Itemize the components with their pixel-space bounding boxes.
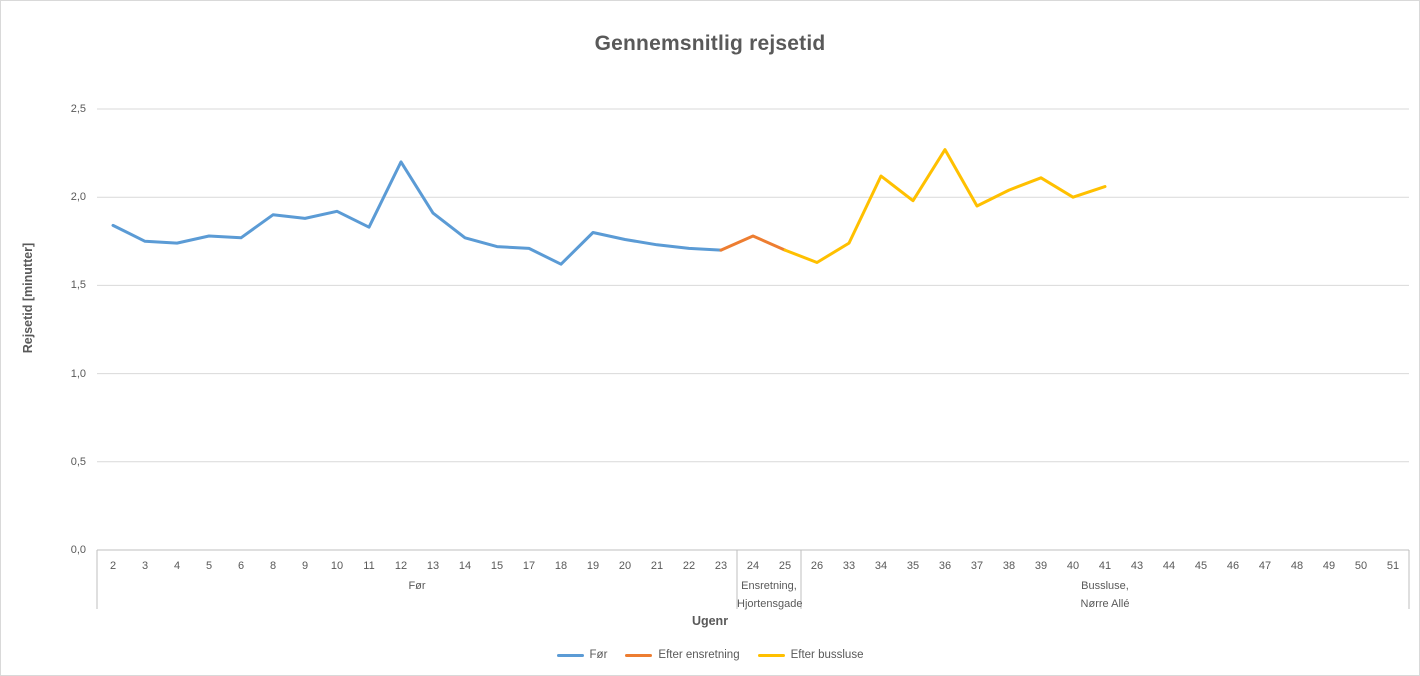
x-tick-label: 36 — [938, 560, 952, 572]
y-tick-label: 1,5 — [70, 279, 86, 292]
series-line-efter-ensretning — [719, 234, 787, 252]
x-tick-label: 25 — [778, 560, 792, 572]
x-tick-label: 22 — [682, 560, 696, 572]
x-tick-label: 26 — [810, 560, 824, 572]
x-tick-label: 5 — [205, 560, 213, 572]
y-tick-label: 2,0 — [70, 191, 86, 204]
y-tick-label: 0,0 — [70, 544, 86, 556]
x-tick-label: 49 — [1322, 560, 1336, 572]
x-axis-group-label-bussluse-n-rre-all: Bussluse, — [1081, 580, 1129, 592]
x-tick-label: 15 — [490, 560, 504, 572]
x-tick-label: 18 — [554, 560, 568, 572]
x-tick-label: 48 — [1290, 560, 1304, 572]
x-tick-label: 20 — [618, 560, 632, 572]
x-tick-label: 43 — [1130, 560, 1144, 572]
x-axis-group-label-ensretning-hjortensgade: Hjortensgade — [737, 598, 803, 610]
x-tick-label: 46 — [1226, 560, 1240, 572]
legend: Før Efter ensretning Efter bussluse — [1, 649, 1419, 661]
y-tick-label: 1,0 — [70, 367, 86, 380]
x-tick-label: 40 — [1066, 560, 1080, 572]
legend-item-efter-bussluse: Efter bussluse — [757, 649, 864, 661]
x-tick-label: 38 — [1002, 560, 1016, 572]
x-tick-label: 50 — [1354, 560, 1368, 572]
y-tick-label: 0,5 — [70, 455, 86, 468]
legend-label: Før — [589, 649, 608, 661]
x-tick-label: 4 — [173, 560, 181, 572]
x-tick-label: 47 — [1258, 560, 1272, 572]
x-tick-label: 9 — [301, 560, 309, 572]
x-tick-label: 10 — [330, 560, 344, 572]
x-axis-group-label-f-r: Før — [408, 580, 426, 592]
x-tick-label: 33 — [842, 560, 856, 572]
x-tick-label: 3 — [141, 560, 149, 572]
series-line-efter-bussluse — [783, 148, 1107, 264]
legend-line-swatch — [757, 653, 785, 657]
legend-label: Efter bussluse — [790, 649, 864, 661]
x-tick-label: 2 — [109, 560, 117, 572]
x-tick-label: 45 — [1194, 560, 1208, 572]
legend-item-f-r: Før — [556, 649, 608, 661]
x-axis-group-label-ensretning-hjortensgade: Ensretning, — [741, 580, 797, 592]
x-tick-label: 39 — [1034, 560, 1048, 572]
x-tick-label: 19 — [586, 560, 600, 572]
x-tick-label: 17 — [522, 560, 536, 572]
legend-line-swatch — [556, 653, 584, 657]
x-axis-title: Ugenr — [691, 614, 729, 628]
x-tick-label: 21 — [650, 560, 664, 572]
x-tick-label: 11 — [363, 560, 375, 572]
x-tick-label: 35 — [906, 560, 920, 572]
x-tick-label: 12 — [394, 560, 408, 572]
legend-line-swatch — [625, 653, 653, 657]
x-tick-label: 41 — [1098, 560, 1112, 572]
x-tick-label: 44 — [1162, 560, 1176, 572]
x-tick-label: 51 — [1386, 560, 1400, 572]
x-tick-label: 23 — [714, 560, 728, 572]
y-tick-label: 2,5 — [70, 103, 86, 115]
x-tick-label: 13 — [426, 560, 440, 572]
chart-title: Gennemsnitlig rejsetid — [594, 32, 826, 55]
legend-label: Efter ensretning — [658, 649, 740, 661]
x-tick-label: 8 — [269, 560, 277, 572]
legend-item-efter-ensretning: Efter ensretning — [625, 649, 740, 661]
x-tick-label: 34 — [874, 560, 888, 572]
x-tick-label: 14 — [458, 560, 472, 572]
series-line-f-r — [111, 160, 723, 266]
x-tick-label: 6 — [237, 560, 245, 572]
x-axis-group-label-bussluse-n-rre-all: Nørre Allé — [1080, 598, 1130, 610]
x-tick-label: 24 — [746, 560, 760, 572]
x-tick-label: 37 — [970, 560, 984, 572]
